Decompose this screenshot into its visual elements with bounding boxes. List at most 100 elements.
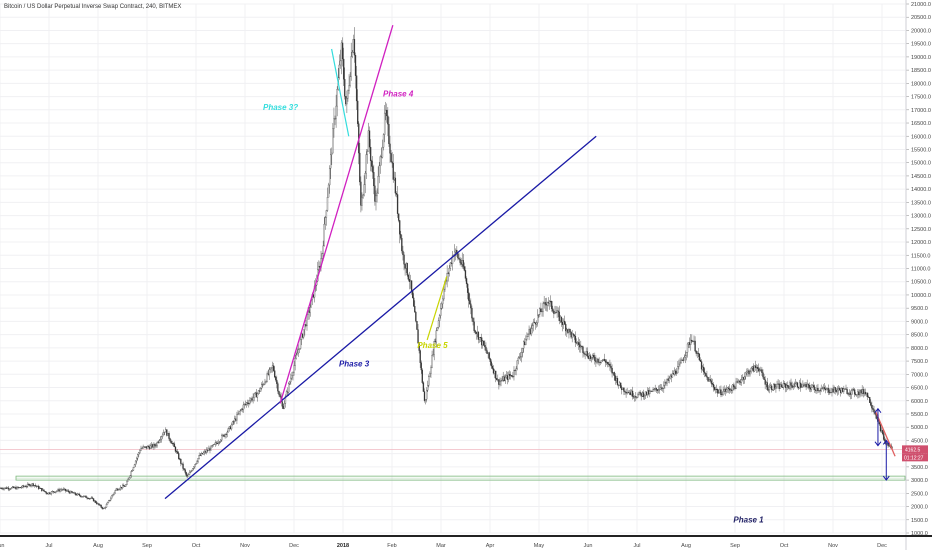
candle-body — [451, 255, 454, 264]
candle — [449, 262, 452, 272]
candle-body — [701, 366, 704, 370]
arrow-down-2-head — [882, 475, 890, 481]
candle — [96, 501, 98, 505]
candle — [841, 387, 843, 395]
candle-body — [830, 392, 832, 394]
candle-body — [186, 475, 188, 477]
candle — [71, 491, 73, 493]
candle — [679, 358, 681, 367]
candle-body — [788, 386, 790, 389]
candle-body — [473, 321, 475, 331]
candle — [706, 370, 708, 380]
candle — [230, 422, 233, 431]
candle-body — [814, 386, 816, 390]
candle — [35, 485, 38, 489]
candle-body — [394, 177, 397, 194]
y-tick-label: 12000.0 — [911, 240, 931, 246]
trendline-layer[interactable] — [164, 24, 896, 500]
candle-body — [406, 263, 408, 276]
candle — [202, 450, 205, 455]
candle-body — [581, 346, 583, 348]
candle — [715, 384, 718, 394]
candle — [90, 496, 93, 499]
candle — [500, 377, 502, 387]
candle-body — [437, 320, 440, 328]
candle-body — [565, 324, 567, 332]
candle-body — [545, 303, 547, 306]
candle-body — [563, 320, 566, 325]
candle-body — [673, 370, 676, 375]
candle-body — [654, 387, 656, 390]
candle — [755, 364, 758, 373]
candle — [129, 474, 131, 479]
y-tick-label: 5500.0 — [911, 412, 928, 418]
candle — [529, 327, 531, 336]
trendline-cyan[interactable] — [331, 48, 350, 137]
trendline-yellow[interactable] — [426, 276, 448, 341]
trendline-phase-4[interactable] — [279, 24, 394, 404]
candle — [637, 392, 639, 398]
candle-body — [214, 442, 217, 445]
candle-body — [745, 372, 747, 377]
candle-body — [44, 491, 46, 493]
candle-body — [707, 377, 709, 382]
candle-body — [267, 373, 269, 375]
candle — [776, 380, 778, 389]
candle — [447, 271, 449, 282]
candle — [490, 359, 492, 369]
candle-body — [241, 409, 243, 410]
candle-body — [158, 440, 160, 443]
candle-body — [882, 430, 884, 434]
trendline-red[interactable] — [874, 411, 896, 457]
candle — [151, 441, 153, 449]
trendline-phase-3[interactable] — [164, 135, 597, 500]
candle-body — [222, 434, 224, 436]
candle — [711, 378, 713, 386]
candle-body — [96, 502, 98, 505]
candle — [487, 352, 489, 359]
candle-body — [505, 375, 508, 378]
price-axis[interactable]: 1000.01500.02000.02500.03000.03500.04000… — [902, 0, 931, 550]
candle-body — [600, 360, 602, 363]
candle-body — [133, 464, 136, 468]
candle-body — [767, 389, 770, 391]
candle — [390, 149, 392, 163]
candle-body — [611, 367, 613, 374]
candle — [739, 378, 742, 386]
candle — [565, 322, 567, 336]
time-axis[interactable]: JunJulAugSepOctNovDec2018FebMarAprMayJun… — [0, 535, 932, 549]
candle-body — [675, 370, 677, 374]
candle — [61, 488, 63, 492]
candle — [250, 397, 252, 403]
candle — [8, 488, 11, 492]
candle — [196, 459, 198, 465]
candle-body — [7, 487, 10, 490]
candle-body — [717, 389, 719, 394]
candle — [720, 385, 722, 398]
candle-body — [693, 340, 695, 342]
candle — [156, 441, 158, 448]
candle-body — [506, 375, 509, 380]
y-tick-label: 17500.0 — [911, 95, 931, 101]
candle — [557, 307, 559, 318]
y-tick-label: 1500.0 — [911, 518, 928, 524]
candle-body — [95, 500, 97, 503]
candle-body — [587, 356, 590, 359]
candle — [278, 390, 280, 397]
candle-body — [643, 395, 646, 398]
candle-body — [91, 497, 94, 499]
candle-body — [534, 322, 537, 325]
candle-body — [441, 303, 443, 309]
candle-body — [157, 442, 159, 443]
candle-body — [768, 386, 771, 390]
candle-body — [656, 389, 659, 391]
x-tick-label: Aug — [681, 543, 691, 549]
candle-body — [5, 487, 7, 489]
candle — [546, 301, 549, 312]
candle — [768, 383, 771, 394]
candle — [184, 468, 186, 475]
candle-body — [442, 298, 444, 305]
candle-body — [602, 358, 605, 361]
candle-body — [585, 351, 587, 355]
